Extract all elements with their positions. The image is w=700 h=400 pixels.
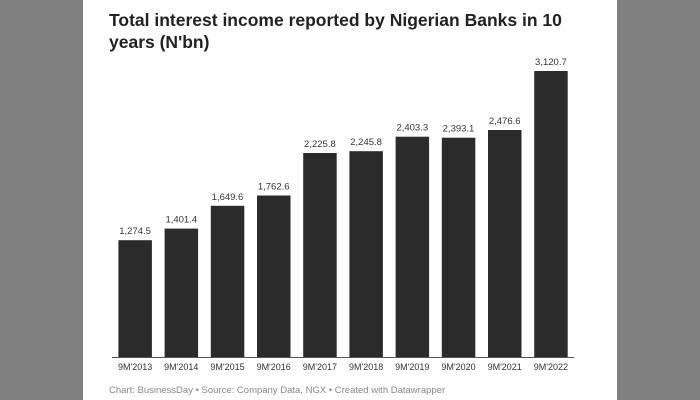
bar bbox=[118, 240, 152, 357]
bar bbox=[349, 151, 383, 357]
chart-card: Total interest income reported by Nigeri… bbox=[83, 0, 617, 400]
chart-title: Total interest income reported by Nigeri… bbox=[109, 10, 562, 52]
data-label: 2,476.6 bbox=[489, 116, 521, 127]
data-label: 1,274.5 bbox=[119, 226, 151, 237]
bar bbox=[441, 137, 476, 357]
x-tick-label: 9M'2015 bbox=[210, 362, 244, 372]
x-tick-label: 9M'2018 bbox=[349, 362, 383, 372]
bar bbox=[395, 136, 430, 357]
x-tick-label: 9M'2019 bbox=[395, 362, 429, 372]
data-label: 2,225.8 bbox=[304, 139, 336, 150]
data-label: 1,762.6 bbox=[258, 182, 290, 193]
bar bbox=[164, 228, 199, 357]
data-label: 1,649.6 bbox=[212, 192, 244, 203]
data-label: 2,403.3 bbox=[396, 123, 428, 134]
chart-footer-credit: Chart: BusinessDay • Source: Company Dat… bbox=[109, 385, 446, 396]
x-tick-label: 9M'2013 bbox=[118, 362, 152, 372]
data-label: 2,393.1 bbox=[443, 124, 475, 135]
x-tick-label: 9M'2017 bbox=[303, 362, 337, 372]
bar bbox=[534, 71, 568, 357]
x-tick-label: 9M'2021 bbox=[488, 362, 522, 372]
data-label: 1,401.4 bbox=[165, 215, 197, 226]
x-tick-label: 9M'2016 bbox=[257, 362, 291, 372]
bar bbox=[210, 205, 245, 357]
data-label: 2,245.8 bbox=[350, 137, 382, 148]
data-label: 3,120.7 bbox=[535, 57, 567, 68]
x-tick-label: 9M'2020 bbox=[441, 362, 475, 372]
bar bbox=[488, 130, 522, 357]
x-tick-label: 9M'2014 bbox=[164, 362, 198, 372]
x-tick-label: 9M'2022 bbox=[534, 362, 568, 372]
bar-chart: 1,274.5 9M'2013 1,401.4 9M'2014 1,649.6 9M'20… bbox=[112, 57, 574, 372]
bar bbox=[303, 153, 337, 357]
bar bbox=[257, 195, 291, 357]
